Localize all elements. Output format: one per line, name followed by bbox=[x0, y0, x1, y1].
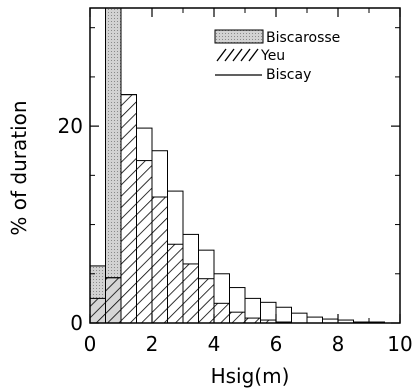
bar-yeu bbox=[167, 243, 184, 324]
bar-yeu bbox=[182, 263, 199, 324]
axis-ticks: 0 2 4 6 8 10 0 20 bbox=[58, 8, 413, 356]
legend-swatch-biscarosse bbox=[214, 29, 264, 44]
bar-yeu bbox=[229, 311, 246, 324]
bar-yeu bbox=[213, 302, 230, 324]
plot-area bbox=[89, 7, 385, 324]
y-axis-label: % of duration bbox=[7, 100, 31, 235]
x-tick-label: 0 bbox=[84, 332, 97, 356]
bar-yeu bbox=[198, 278, 215, 324]
bar-biscay bbox=[306, 316, 323, 324]
y-tick-label: 0 bbox=[70, 311, 83, 335]
x-tick-label: 6 bbox=[270, 332, 283, 356]
legend-label-yeu: Yeu bbox=[260, 48, 285, 64]
bar-yeu bbox=[89, 297, 106, 324]
bar-yeu bbox=[105, 277, 122, 324]
x-tick-label: 4 bbox=[208, 332, 221, 356]
x-tick-label: 8 bbox=[332, 332, 345, 356]
legend-label-biscay: Biscay bbox=[266, 67, 311, 83]
x-tick-label: 10 bbox=[387, 332, 412, 356]
x-axis-label: Hsig(m) bbox=[211, 364, 290, 388]
y-tick-label: 20 bbox=[58, 114, 83, 138]
bar-biscarosse bbox=[105, 7, 122, 324]
bar-yeu bbox=[151, 196, 168, 324]
x-tick-label: 2 bbox=[146, 332, 159, 356]
bar-biscay bbox=[291, 312, 308, 324]
bar-yeu bbox=[120, 94, 137, 324]
legend-swatch-yeu bbox=[216, 48, 259, 62]
bar-biscay bbox=[275, 306, 292, 324]
legend: Biscarosse Yeu Biscay bbox=[214, 29, 340, 83]
legend-label-biscarosse: Biscarosse bbox=[266, 30, 340, 46]
bar-yeu bbox=[136, 160, 153, 324]
